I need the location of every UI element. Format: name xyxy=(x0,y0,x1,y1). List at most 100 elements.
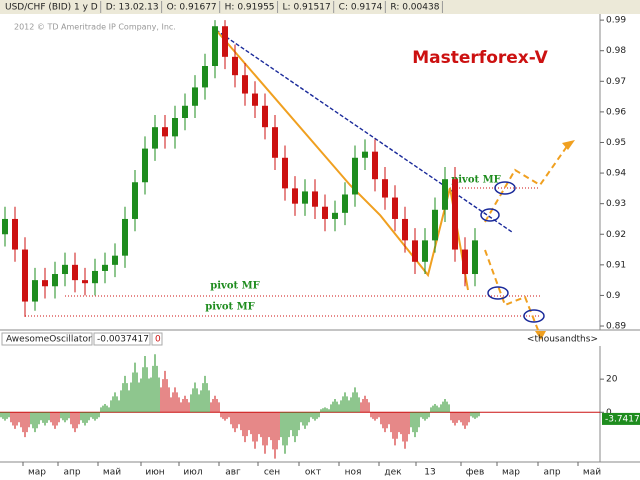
candle-body xyxy=(382,179,388,198)
last-value-label: -3.7417 xyxy=(605,414,640,424)
arrow-head xyxy=(562,140,575,150)
header-field: O: 0.91677 xyxy=(167,3,217,13)
header-field: H: 0.91955 xyxy=(225,3,275,13)
x-tick-label: 13 xyxy=(424,468,435,478)
x-tick-label: июл xyxy=(183,468,202,478)
osc-header-box xyxy=(1,332,93,346)
candle-body xyxy=(32,280,38,302)
x-tick-label: май xyxy=(103,468,121,478)
y-tick-label: 0.94 xyxy=(606,169,626,179)
osc-header-box xyxy=(93,332,151,346)
y-tick-label: 0.91 xyxy=(606,260,626,270)
last-value-box xyxy=(602,412,640,425)
candle-body xyxy=(212,26,218,67)
header-field: R: 0.00438 xyxy=(390,3,439,13)
candle-body xyxy=(422,240,428,262)
x-tick-label: авг xyxy=(225,468,241,478)
candle-body xyxy=(22,249,28,302)
forecast-up xyxy=(484,141,571,223)
y-tick-label: 0.92 xyxy=(606,230,626,240)
x-tick-label: дек xyxy=(384,468,402,478)
pivot-label: pivot MF xyxy=(205,302,255,313)
candle-body xyxy=(312,191,318,207)
candle-body xyxy=(472,240,478,275)
marker-ellipse xyxy=(487,286,509,300)
pivot-label: pivot MF xyxy=(451,175,501,186)
candle-body xyxy=(52,274,58,287)
candle-body xyxy=(112,255,118,265)
x-tick-label: фев xyxy=(466,468,485,478)
candle-body xyxy=(412,240,418,262)
chart-title: Masterforex-V xyxy=(412,48,548,68)
y-tick-label: 0.93 xyxy=(606,199,626,209)
x-tick-label: май xyxy=(583,468,601,478)
candle-body xyxy=(142,148,148,183)
candle-body xyxy=(292,188,298,204)
marker-ellipse xyxy=(494,181,516,195)
candle-body xyxy=(232,56,238,76)
candle-body xyxy=(202,66,208,88)
marker-ellipse xyxy=(480,208,500,222)
candle-body xyxy=(402,218,408,241)
candle-body xyxy=(282,157,288,189)
candle-body xyxy=(442,179,448,210)
candle-body xyxy=(172,118,178,137)
candle-body xyxy=(262,105,268,128)
x-tick-label: ноя xyxy=(345,468,362,478)
candle-body xyxy=(392,197,398,219)
candle-body xyxy=(12,218,18,250)
x-tick-label: мар xyxy=(502,468,520,478)
y-tick-label: 0.98 xyxy=(606,46,626,56)
candle-body xyxy=(222,26,228,57)
wave-line xyxy=(215,29,469,291)
x-tick-label: июн xyxy=(145,468,164,478)
candle-body xyxy=(342,194,348,213)
y-tick-label: 0.9 xyxy=(606,291,621,301)
candle-body xyxy=(322,206,328,219)
y-tick-label: 0.95 xyxy=(606,138,626,148)
y-tick-label: 0 xyxy=(606,408,612,418)
candle-body xyxy=(72,264,78,281)
candle-body xyxy=(182,105,188,119)
y-tick-label: 0.89 xyxy=(606,322,626,332)
candle-body xyxy=(332,212,338,219)
osc-value: -0.0037417 xyxy=(97,335,149,345)
osc-name: AwesomeOscillator xyxy=(6,335,92,345)
osc-header-box xyxy=(151,332,163,346)
candle-body xyxy=(302,191,308,204)
x-tick-label: апр xyxy=(63,468,80,478)
candle-body xyxy=(192,87,198,106)
marker-ellipse xyxy=(523,309,545,323)
candle-body xyxy=(82,280,88,284)
candle-body xyxy=(132,182,138,219)
candle-body xyxy=(152,127,158,149)
y-tick-label: 20 xyxy=(606,375,618,385)
candle-body xyxy=(372,151,378,180)
candle-body xyxy=(362,151,368,158)
candle-body xyxy=(352,157,358,195)
y-tick-label: 0.96 xyxy=(606,107,626,117)
candle-body xyxy=(92,270,98,284)
header-field: C: 0.9174 xyxy=(339,3,383,13)
candle-body xyxy=(462,249,468,275)
x-tick-label: мар xyxy=(28,468,46,478)
candle-body xyxy=(122,218,128,256)
candle-body xyxy=(432,209,438,241)
candle-body xyxy=(102,264,108,271)
header-field: L: 0.91517 xyxy=(283,3,331,13)
header-field: D: 13.02.13 xyxy=(106,3,159,13)
header-field: USD/CHF (BID) 1 y D xyxy=(5,3,98,13)
copyright: 2012 © TD Ameritrade IP Company, Inc. xyxy=(14,23,176,32)
x-tick-label: апр xyxy=(543,468,560,478)
candle-body xyxy=(452,179,458,250)
y-tick-label: 0.97 xyxy=(606,77,626,87)
forecast-down xyxy=(484,249,541,336)
candle-body xyxy=(62,264,68,275)
x-tick-label: сен xyxy=(264,468,280,478)
x-tick-label: окт xyxy=(305,468,321,478)
candle-body xyxy=(242,75,248,94)
pivot-label: pivot MF xyxy=(210,281,260,292)
arrow-head xyxy=(535,331,546,340)
y-tick-label: 0.99 xyxy=(606,16,626,26)
